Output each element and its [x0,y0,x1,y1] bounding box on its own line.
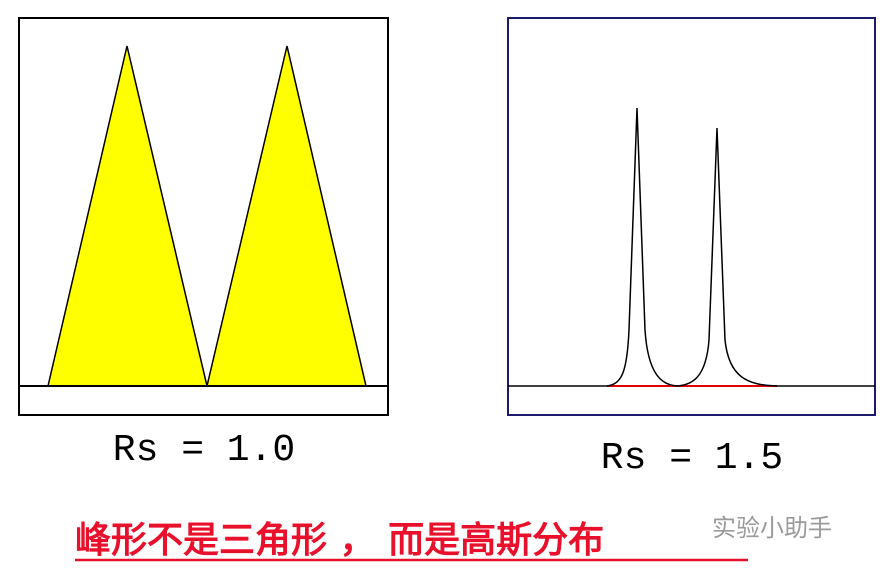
left-label: Rs = 1.0 [113,429,295,472]
gaussian-peaks [606,107,778,387]
right-frame [507,17,876,416]
watermark: 实验小助手 [712,514,832,542]
right-label: Rs = 1.5 [601,437,783,480]
caption: 峰形不是三角形 ， 而是高斯分布 [75,520,604,561]
